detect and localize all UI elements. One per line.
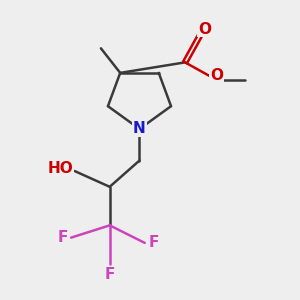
Text: F: F <box>104 267 115 282</box>
Text: N: N <box>133 122 146 136</box>
Text: F: F <box>148 236 159 250</box>
Text: O: O <box>210 68 223 83</box>
Text: O: O <box>198 22 211 37</box>
Text: HO: HO <box>47 161 73 176</box>
Text: F: F <box>57 230 68 245</box>
